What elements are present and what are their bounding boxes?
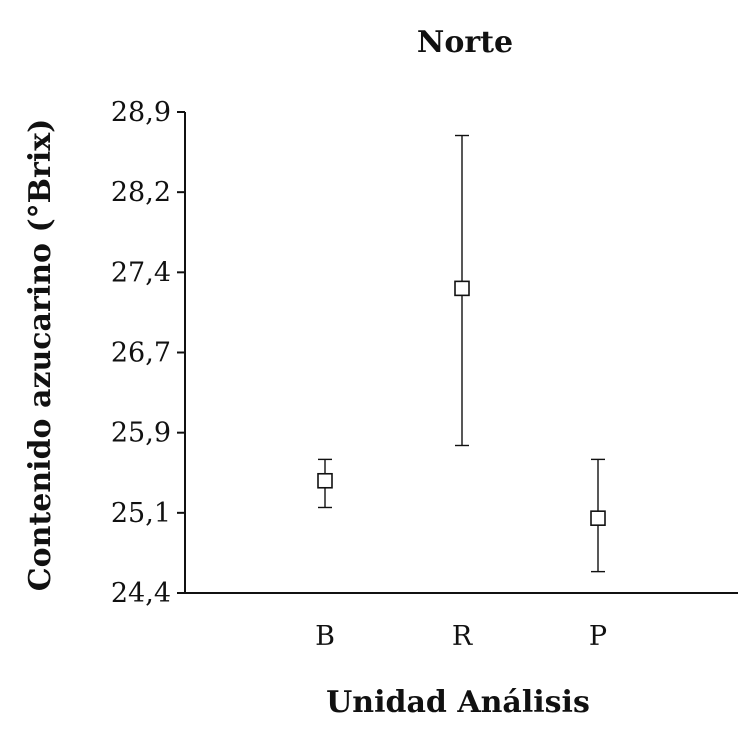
data-point-marker bbox=[317, 472, 333, 489]
x-tick-label: B bbox=[315, 621, 335, 652]
data-points bbox=[317, 134, 606, 573]
x-tick-label: P bbox=[589, 621, 607, 652]
y-axis-title: Contenido azucarino (°Brix) bbox=[23, 119, 58, 592]
x-tick-label: R bbox=[452, 621, 473, 652]
y-tick-label: 27,4 bbox=[111, 257, 171, 288]
y-tick-label: 25,1 bbox=[111, 498, 171, 529]
y-tick-label: 28,2 bbox=[111, 177, 171, 208]
y-axis-ticks: 24,4 25,1 25,9 26,7 27,4 28,2 28,9 bbox=[111, 97, 185, 609]
data-point-marker bbox=[454, 280, 470, 297]
y-tick-label: 24,4 bbox=[111, 578, 171, 609]
y-tick-label: 28,9 bbox=[111, 97, 171, 128]
y-tick-label: 26,7 bbox=[111, 338, 171, 369]
y-tick-label: 25,9 bbox=[111, 418, 171, 449]
x-axis-title: Unidad Análisis bbox=[326, 685, 590, 720]
data-point-marker bbox=[590, 510, 606, 526]
chart-title: Norte bbox=[417, 25, 513, 60]
